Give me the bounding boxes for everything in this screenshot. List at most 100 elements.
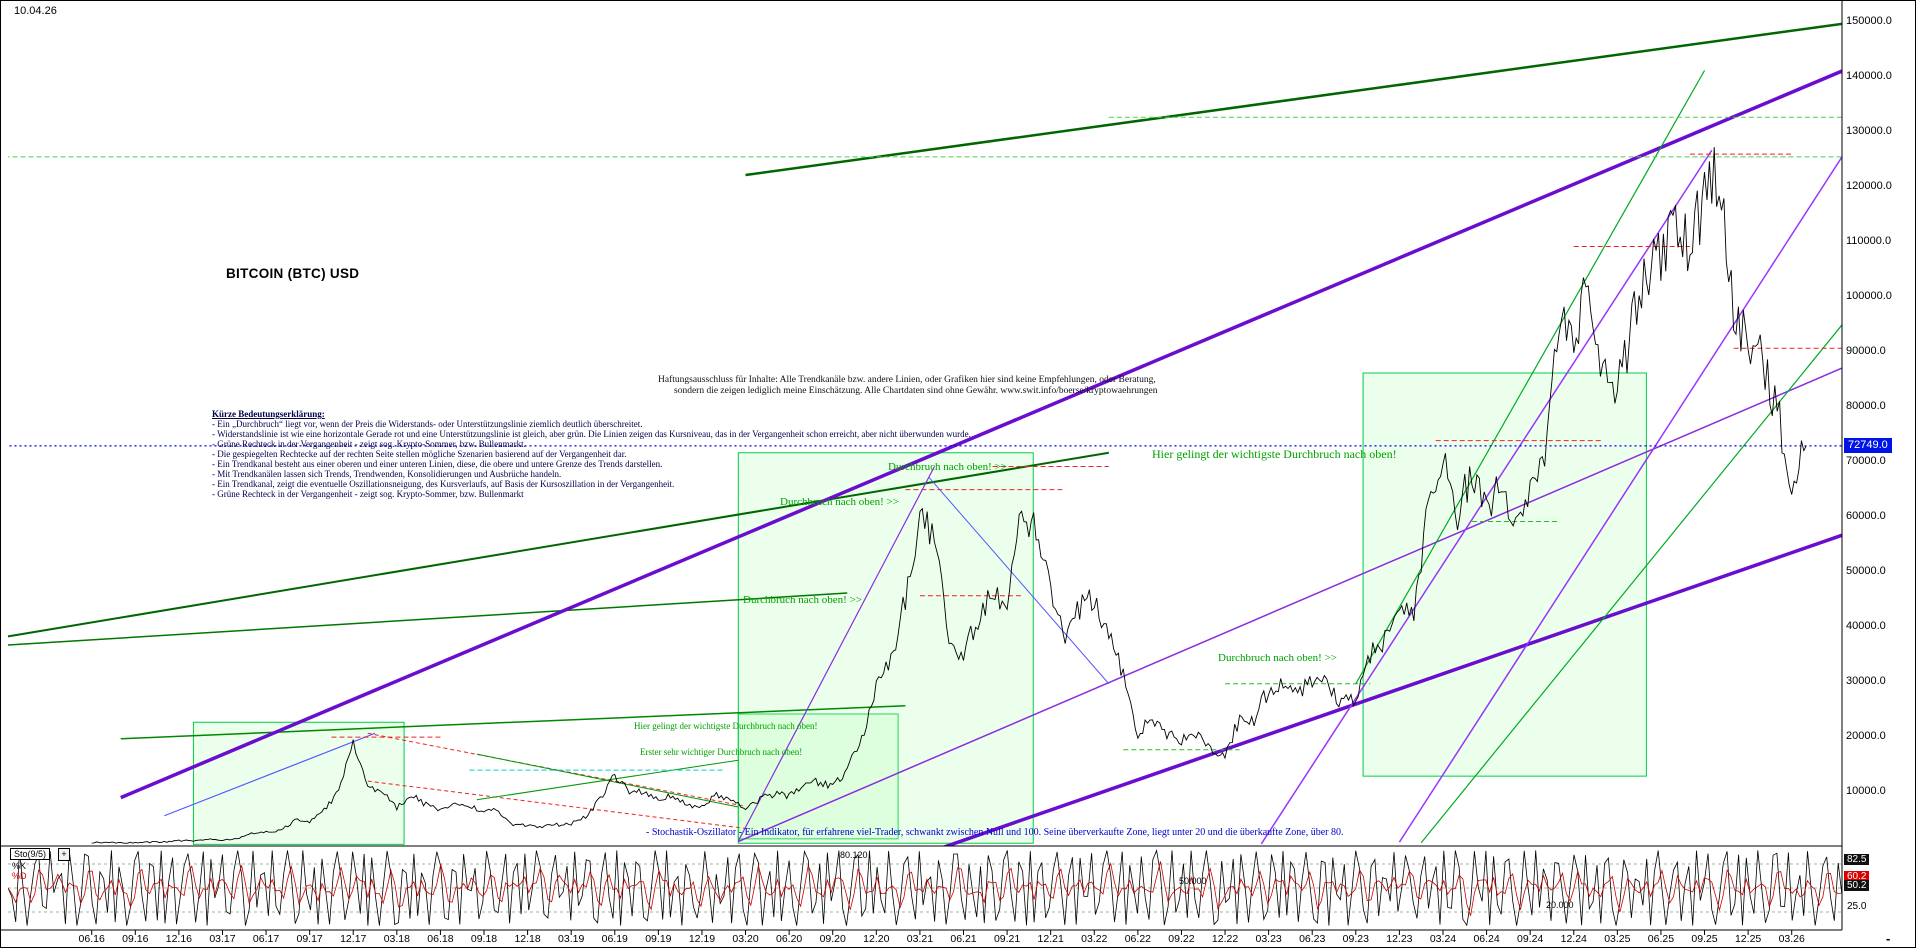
x-axis-label: 12.23 — [1386, 933, 1413, 945]
oscillator-level-label: 80.120 — [840, 850, 868, 860]
legend-line: - Ein Trendkanal besteht aus einer obere… — [212, 459, 663, 469]
x-axis-label: 06.17 — [252, 933, 280, 945]
x-axis-label: 12.24 — [1560, 933, 1587, 945]
trend-line — [737, 367, 1842, 843]
x-axis-label: 09.21 — [993, 933, 1021, 945]
trend-line — [1260, 149, 1713, 845]
y-axis-label: 40000.0 — [1846, 620, 1886, 632]
oscillator-level-label: 20.000 — [1546, 900, 1574, 910]
breakout-annotation: Durchbruch nach oben! >> — [1218, 652, 1337, 664]
legend-block: Kürze Bedeutungserklärung: - Ein „Durchb… — [212, 409, 971, 499]
y-axis-label: 30000.0 — [1846, 675, 1886, 687]
oscillator-add-button[interactable]: + — [58, 848, 70, 861]
oscillator-d-value-badge: 60.2 — [1844, 871, 1870, 882]
x-axis-label: 09.22 — [1168, 933, 1195, 945]
breakout-annotation: Durchbruch nach oben! >> — [780, 496, 899, 508]
trend-line — [476, 753, 739, 808]
trend-line — [120, 69, 1842, 800]
legend-line: - Widerstandslinie ist wie eine horizont… — [212, 429, 971, 439]
x-axis-label: 03.20 — [732, 933, 759, 945]
y-axis-label: 70000.0 — [1846, 455, 1886, 467]
x-axis-label: 09.23 — [1342, 933, 1369, 945]
x-axis-label: 12.21 — [1037, 933, 1064, 945]
x-axis-label: 03.19 — [558, 933, 585, 945]
legend-line: - Grüne Rechteck in der Vergangenheit - … — [212, 489, 524, 499]
y-axis-label: 60000.0 — [1846, 510, 1886, 522]
legend-line: - Mit Trendkanälen lassen sich Trends, T… — [212, 469, 562, 479]
bull-market-box — [192, 721, 405, 845]
date-stamp: 10.04.26 — [14, 5, 57, 17]
trend-line — [1355, 70, 1706, 685]
y-axis-label: 140000.0 — [1846, 70, 1892, 82]
x-axis-label: 12.19 — [688, 933, 716, 945]
x-axis-label: 03.24 — [1429, 933, 1457, 945]
zoom-out-button[interactable]: - — [1886, 931, 1891, 946]
x-axis-label: 09.24 — [1517, 933, 1544, 945]
bull-market-box — [737, 713, 899, 840]
oscillator-scale-badge: 82.5 — [1844, 854, 1870, 865]
x-axis-label: 12.22 — [1211, 933, 1239, 945]
stochastic-k-line — [8, 849, 1842, 927]
legend-line: - Ein „Durchbruch“ liegt vor, wenn der P… — [212, 419, 643, 429]
oscillator-scale-label: 25.0 — [1847, 901, 1867, 912]
bull-market-box — [1362, 372, 1647, 777]
trend-line — [928, 476, 1110, 685]
y-axis-label: 20000.0 — [1846, 730, 1886, 742]
breakout-annotation: Erster sehr wichtiger Durchbruch nach ob… — [640, 747, 802, 757]
x-axis-label: 12.17 — [340, 933, 367, 945]
x-axis-label: 06.23 — [1299, 933, 1326, 945]
x-axis-label: 09.17 — [296, 933, 323, 945]
chart-title: BITCOIN (BTC) USD — [226, 266, 360, 281]
percent-k-label: %K — [12, 861, 27, 871]
trend-line — [1420, 323, 1842, 844]
y-axis-label: 90000.0 — [1846, 345, 1886, 357]
y-axis-label: 80000.0 — [1846, 400, 1886, 412]
price-series — [91, 147, 1807, 844]
oscillator-indicator-label[interactable]: Sto(9/5) — [10, 848, 51, 860]
current-price-badge: 72749.0 — [1844, 438, 1892, 453]
stochastic-description: - Stochastik-Oszillator - Ein Indikator,… — [646, 827, 1344, 838]
oscillator-k-value-badge: 50.2 — [1844, 880, 1870, 891]
x-axis-label: 09.19 — [645, 933, 672, 945]
legend-heading: Kürze Bedeutungserklärung: — [212, 409, 325, 419]
y-axis-label: 10000.0 — [1846, 785, 1886, 797]
trend-line — [164, 732, 376, 817]
x-axis-label: 09.20 — [819, 933, 846, 945]
x-axis-label: 06.25 — [1647, 933, 1675, 945]
x-axis-label: 03.26 — [1778, 933, 1805, 945]
x-axis-label: 06.22 — [1124, 933, 1151, 945]
oscillator-level-label: 50.000 — [1179, 876, 1207, 886]
trend-line — [476, 759, 739, 801]
y-axis-label: 130000.0 — [1846, 125, 1892, 137]
trend-line — [745, 22, 1842, 177]
breakout-annotation: Durchbruch nach oben! >> — [743, 594, 862, 606]
disclaimer-line: sondern die zeigen lediglich meine Einsc… — [674, 386, 1158, 396]
x-axis-label: 06.16 — [78, 933, 105, 945]
x-axis-label: 03.25 — [1604, 933, 1631, 945]
x-axis-label: 06.24 — [1473, 933, 1500, 945]
x-axis-label: 06.19 — [601, 933, 628, 945]
x-axis-label: 09.25 — [1691, 933, 1718, 945]
trend-line — [120, 705, 906, 740]
price-panel — [8, 22, 1842, 846]
x-axis-label: 03.17 — [209, 933, 236, 945]
y-axis-label: 150000.0 — [1846, 15, 1892, 27]
disclaimer-block: Haftungsausschluss für Inhalte: Alle Tre… — [658, 375, 1158, 397]
trend-line — [941, 533, 1842, 846]
stochastic-d-line — [8, 861, 1842, 916]
legend-line: - Ein Trendkanal, zeigt die eventuelle O… — [212, 479, 675, 489]
trend-line — [737, 466, 935, 842]
y-axis-label: 120000.0 — [1846, 180, 1892, 192]
legend-line: - Grüne Rechteck in der Vergangenheit - … — [212, 439, 526, 449]
trend-line — [367, 780, 746, 829]
x-axis-label: 12.25 — [1734, 933, 1762, 945]
x-axis-label: 06.20 — [775, 933, 803, 945]
x-axis-label: 06.18 — [427, 933, 454, 945]
x-axis-label: 09.16 — [122, 933, 149, 945]
x-axis-label: 03.21 — [906, 933, 934, 945]
disclaimer-line: Haftungsausschluss für Inhalte: Alle Tre… — [658, 375, 1156, 385]
breakout-annotation: Hier gelingt der wichtigste Durchbruch n… — [1152, 447, 1397, 461]
x-axis-label: 03.22 — [1081, 933, 1108, 945]
trend-line — [8, 451, 1109, 638]
